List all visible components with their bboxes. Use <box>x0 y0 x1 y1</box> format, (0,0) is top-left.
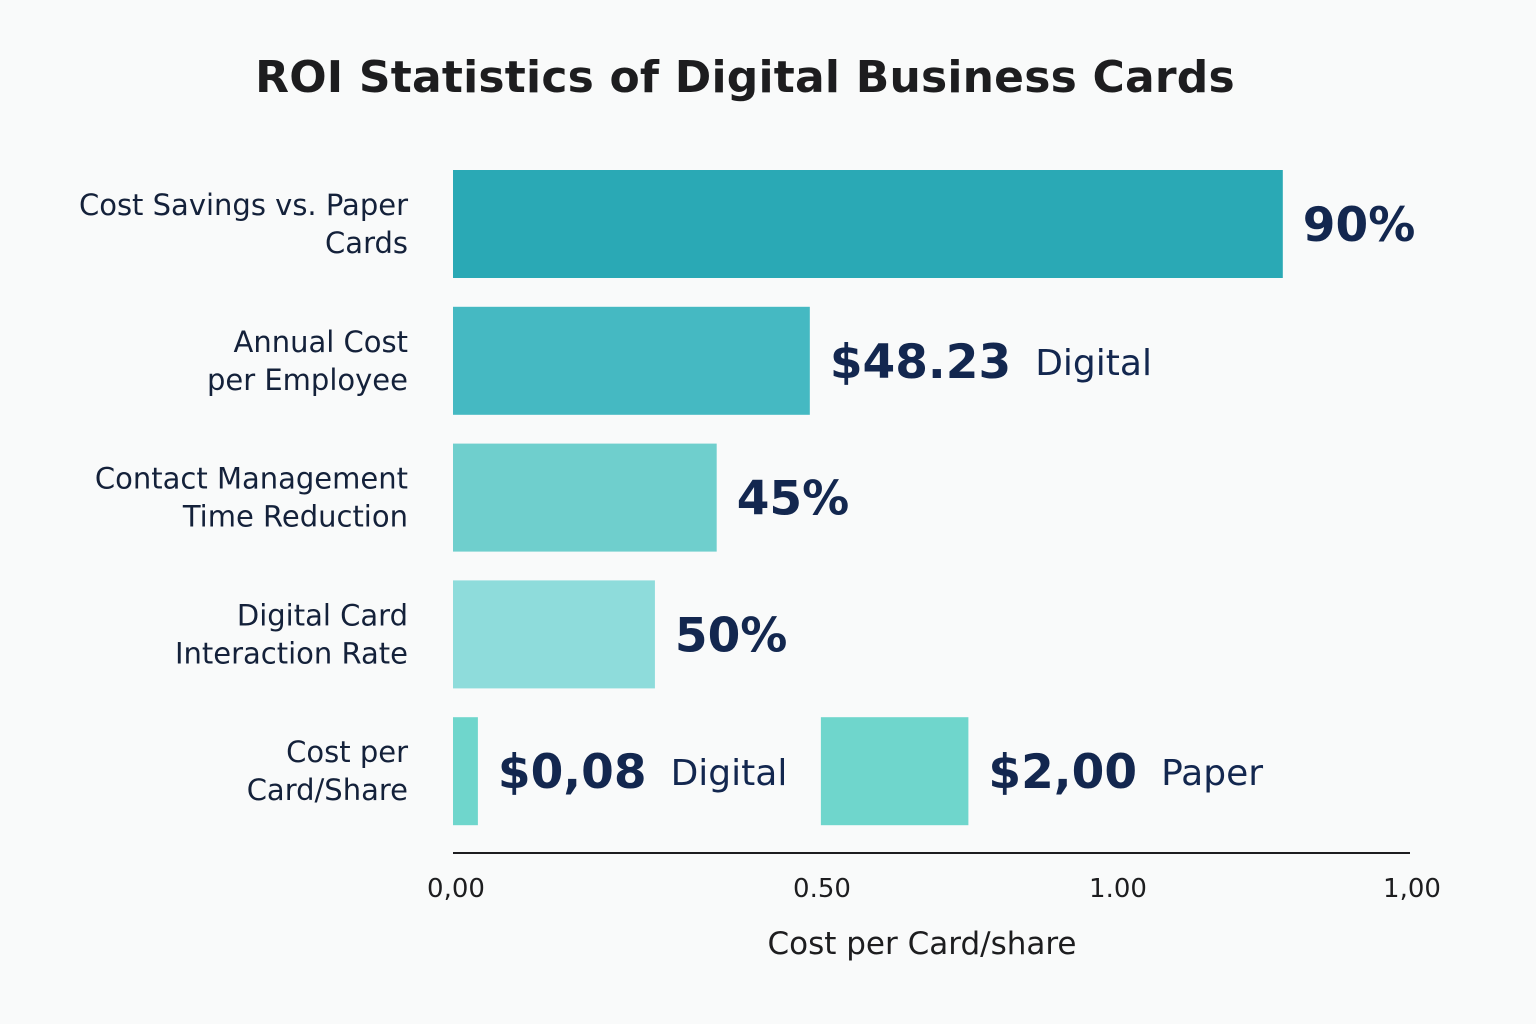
value-label: $48.23 <box>830 335 1011 390</box>
bars-layer <box>453 170 1283 826</box>
bar <box>453 443 717 552</box>
category-label: Interaction Rate <box>175 636 408 670</box>
category-label: per Employee <box>207 363 408 397</box>
value-label: $2,00 <box>988 745 1137 800</box>
x-axis-title: Cost per Card/share <box>767 926 1076 962</box>
category-label: Cards <box>325 226 408 260</box>
value-label: 50% <box>675 608 788 663</box>
x-tick-label: 1,00 <box>1383 874 1441 904</box>
chart-title: ROI Statistics of Digital Business Cards <box>255 52 1235 103</box>
x-tick-label: 0,00 <box>427 874 485 904</box>
value-label: 90% <box>1303 198 1416 253</box>
value-suffix-label: Digital <box>1035 343 1152 384</box>
x-tick-labels: 0,00 0.50 1.00 1,00 <box>427 874 1441 904</box>
category-label: Cost Savings vs. Paper <box>79 188 408 222</box>
value-label: 45% <box>737 472 850 527</box>
category-label: Contact Management <box>95 462 408 496</box>
category-label: Annual Cost <box>234 325 409 359</box>
bar <box>453 580 655 689</box>
category-label: Cost per <box>286 735 408 769</box>
category-label: Digital Card <box>237 598 408 632</box>
bar <box>453 170 1283 278</box>
category-label: Card/Share <box>247 773 408 807</box>
value-label: $0,08 <box>498 745 647 800</box>
bar <box>820 717 969 826</box>
value-suffix-label: Paper <box>1161 753 1263 794</box>
bar <box>453 306 810 415</box>
x-tick-label: 0.50 <box>793 874 851 904</box>
bar <box>453 717 478 826</box>
labels-layer: Cost Savings vs. Paper Cards 90% Annual Cos… <box>79 188 1415 807</box>
x-tick-label: 1.00 <box>1089 874 1147 904</box>
value-suffix-label: Digital <box>671 753 788 794</box>
category-label: Time Reduction <box>182 500 408 534</box>
